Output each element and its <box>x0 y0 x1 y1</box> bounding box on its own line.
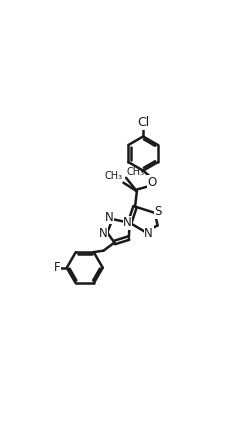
Text: N: N <box>105 211 113 224</box>
Text: Cl: Cl <box>137 116 149 129</box>
Text: N: N <box>144 227 152 240</box>
Text: CH₃: CH₃ <box>104 171 122 181</box>
Text: F: F <box>53 261 60 274</box>
Text: S: S <box>154 205 161 218</box>
Text: CH₃: CH₃ <box>126 167 145 177</box>
Text: N: N <box>123 216 131 229</box>
Text: O: O <box>147 176 156 189</box>
Text: N: N <box>98 227 107 240</box>
